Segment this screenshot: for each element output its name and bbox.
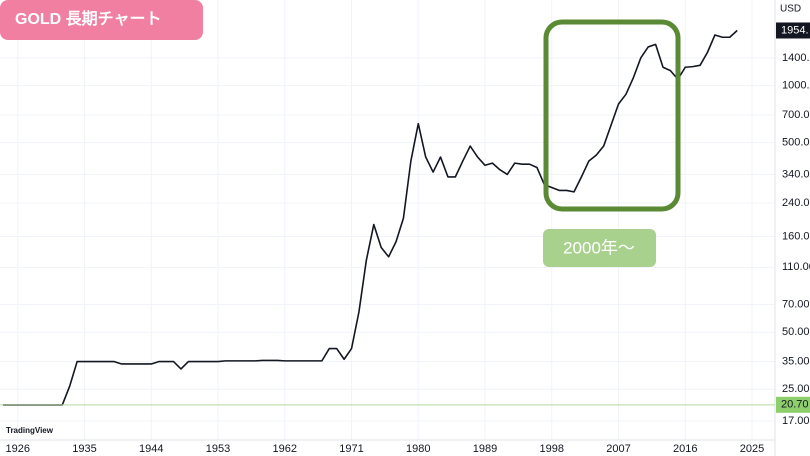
x-tick-label: 2007 <box>606 443 630 455</box>
x-tick-label: 1989 <box>473 443 497 455</box>
x-tick-label: 1962 <box>273 443 297 455</box>
annotation: 2000年〜 <box>563 238 635 257</box>
y-tick-label: 1000. <box>782 80 810 92</box>
price-tag <box>776 396 810 413</box>
plot <box>0 29 775 406</box>
axis-labels: 1926 1935 1944 1953 1962 1971 1980 1989 1998 2007… <box>6 22 810 455</box>
x-tick-label: 1980 <box>406 443 430 455</box>
y-tick-label: 1400. <box>782 52 810 64</box>
price-line <box>2 29 738 406</box>
x-tick-label: 1926 <box>6 443 30 455</box>
y-tick-label: 500.00 <box>782 137 810 149</box>
price-tag-label: 20.70 <box>781 399 809 411</box>
y-tick-label: 340.00 <box>782 168 810 180</box>
y-tick-label: 700.00 <box>782 109 810 121</box>
x-tick-label: 2016 <box>673 443 697 455</box>
highlight-box <box>543 19 681 212</box>
y-tick-label: 110.00 <box>782 261 810 273</box>
title-box <box>0 0 203 40</box>
y-tick-label: 35.00 <box>782 355 810 367</box>
annotation-box <box>543 229 656 267</box>
y-tick-label: 240.00 <box>782 197 810 209</box>
y-tick-label: 25.00 <box>782 383 810 395</box>
price-tag-label: 1954. <box>781 24 809 36</box>
x-tick-label: 1944 <box>139 443 163 455</box>
y-tick-label: 17.00 <box>782 415 810 427</box>
logo: TradingView <box>6 426 54 435</box>
y-tick-label: 50.00 <box>782 326 810 338</box>
x-tick-label: 1935 <box>72 443 96 455</box>
x-tick-label: 1953 <box>206 443 230 455</box>
y-tick-label: 160.00 <box>782 230 810 242</box>
x-tick-label: 1998 <box>540 443 564 455</box>
y-tick-label: 70.00 <box>782 298 810 310</box>
chart-title: GOLD 長期チャート <box>15 9 162 28</box>
unit: USD <box>780 4 801 15</box>
price-tag <box>776 22 810 39</box>
grid <box>0 0 775 440</box>
x-tick-label: 1971 <box>339 443 363 455</box>
x-tick-label: 2025 <box>740 443 764 455</box>
